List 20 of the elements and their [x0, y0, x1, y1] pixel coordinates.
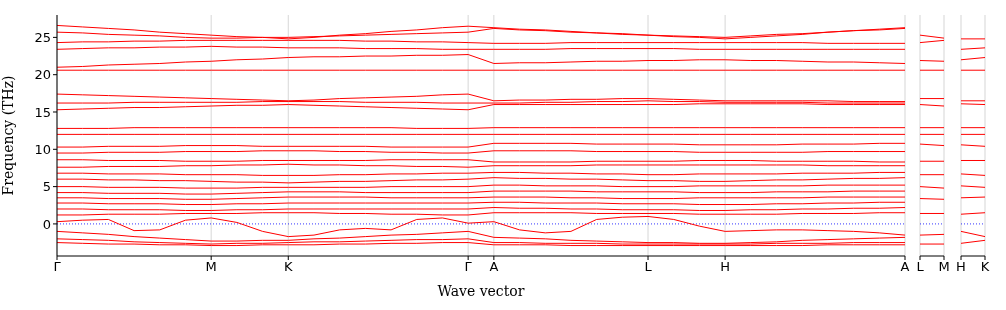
y-axis-title: Frequency (THz)	[0, 75, 16, 196]
x-tick-label: Γ	[53, 259, 62, 275]
x-tick-label: Γ	[464, 259, 473, 275]
y-tick-label: 20	[34, 67, 51, 83]
x-tick-label: A	[900, 259, 910, 275]
x-tick-label: M	[938, 259, 950, 275]
x-tick-label: H	[956, 259, 966, 275]
y-tick-label: 10	[34, 141, 51, 157]
x-tick-label: K	[980, 259, 990, 275]
x-tick-label: L	[916, 259, 925, 275]
y-tick-label: 25	[34, 30, 51, 45]
x-tick-label: A	[489, 259, 499, 275]
y-tick-label: 0	[42, 216, 51, 232]
x-tick-label: K	[284, 259, 294, 275]
x-tick-label: L	[644, 259, 653, 275]
x-tick-label: M	[205, 259, 217, 275]
x-tick-label: H	[720, 259, 731, 275]
y-tick-label: 5	[42, 179, 51, 195]
x-axis-title: Wave vector	[437, 283, 525, 299]
y-tick-label: 15	[34, 104, 51, 120]
